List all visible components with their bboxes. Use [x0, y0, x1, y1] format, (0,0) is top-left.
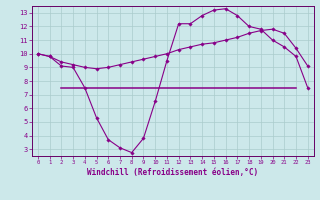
X-axis label: Windchill (Refroidissement éolien,°C): Windchill (Refroidissement éolien,°C) — [87, 168, 258, 177]
